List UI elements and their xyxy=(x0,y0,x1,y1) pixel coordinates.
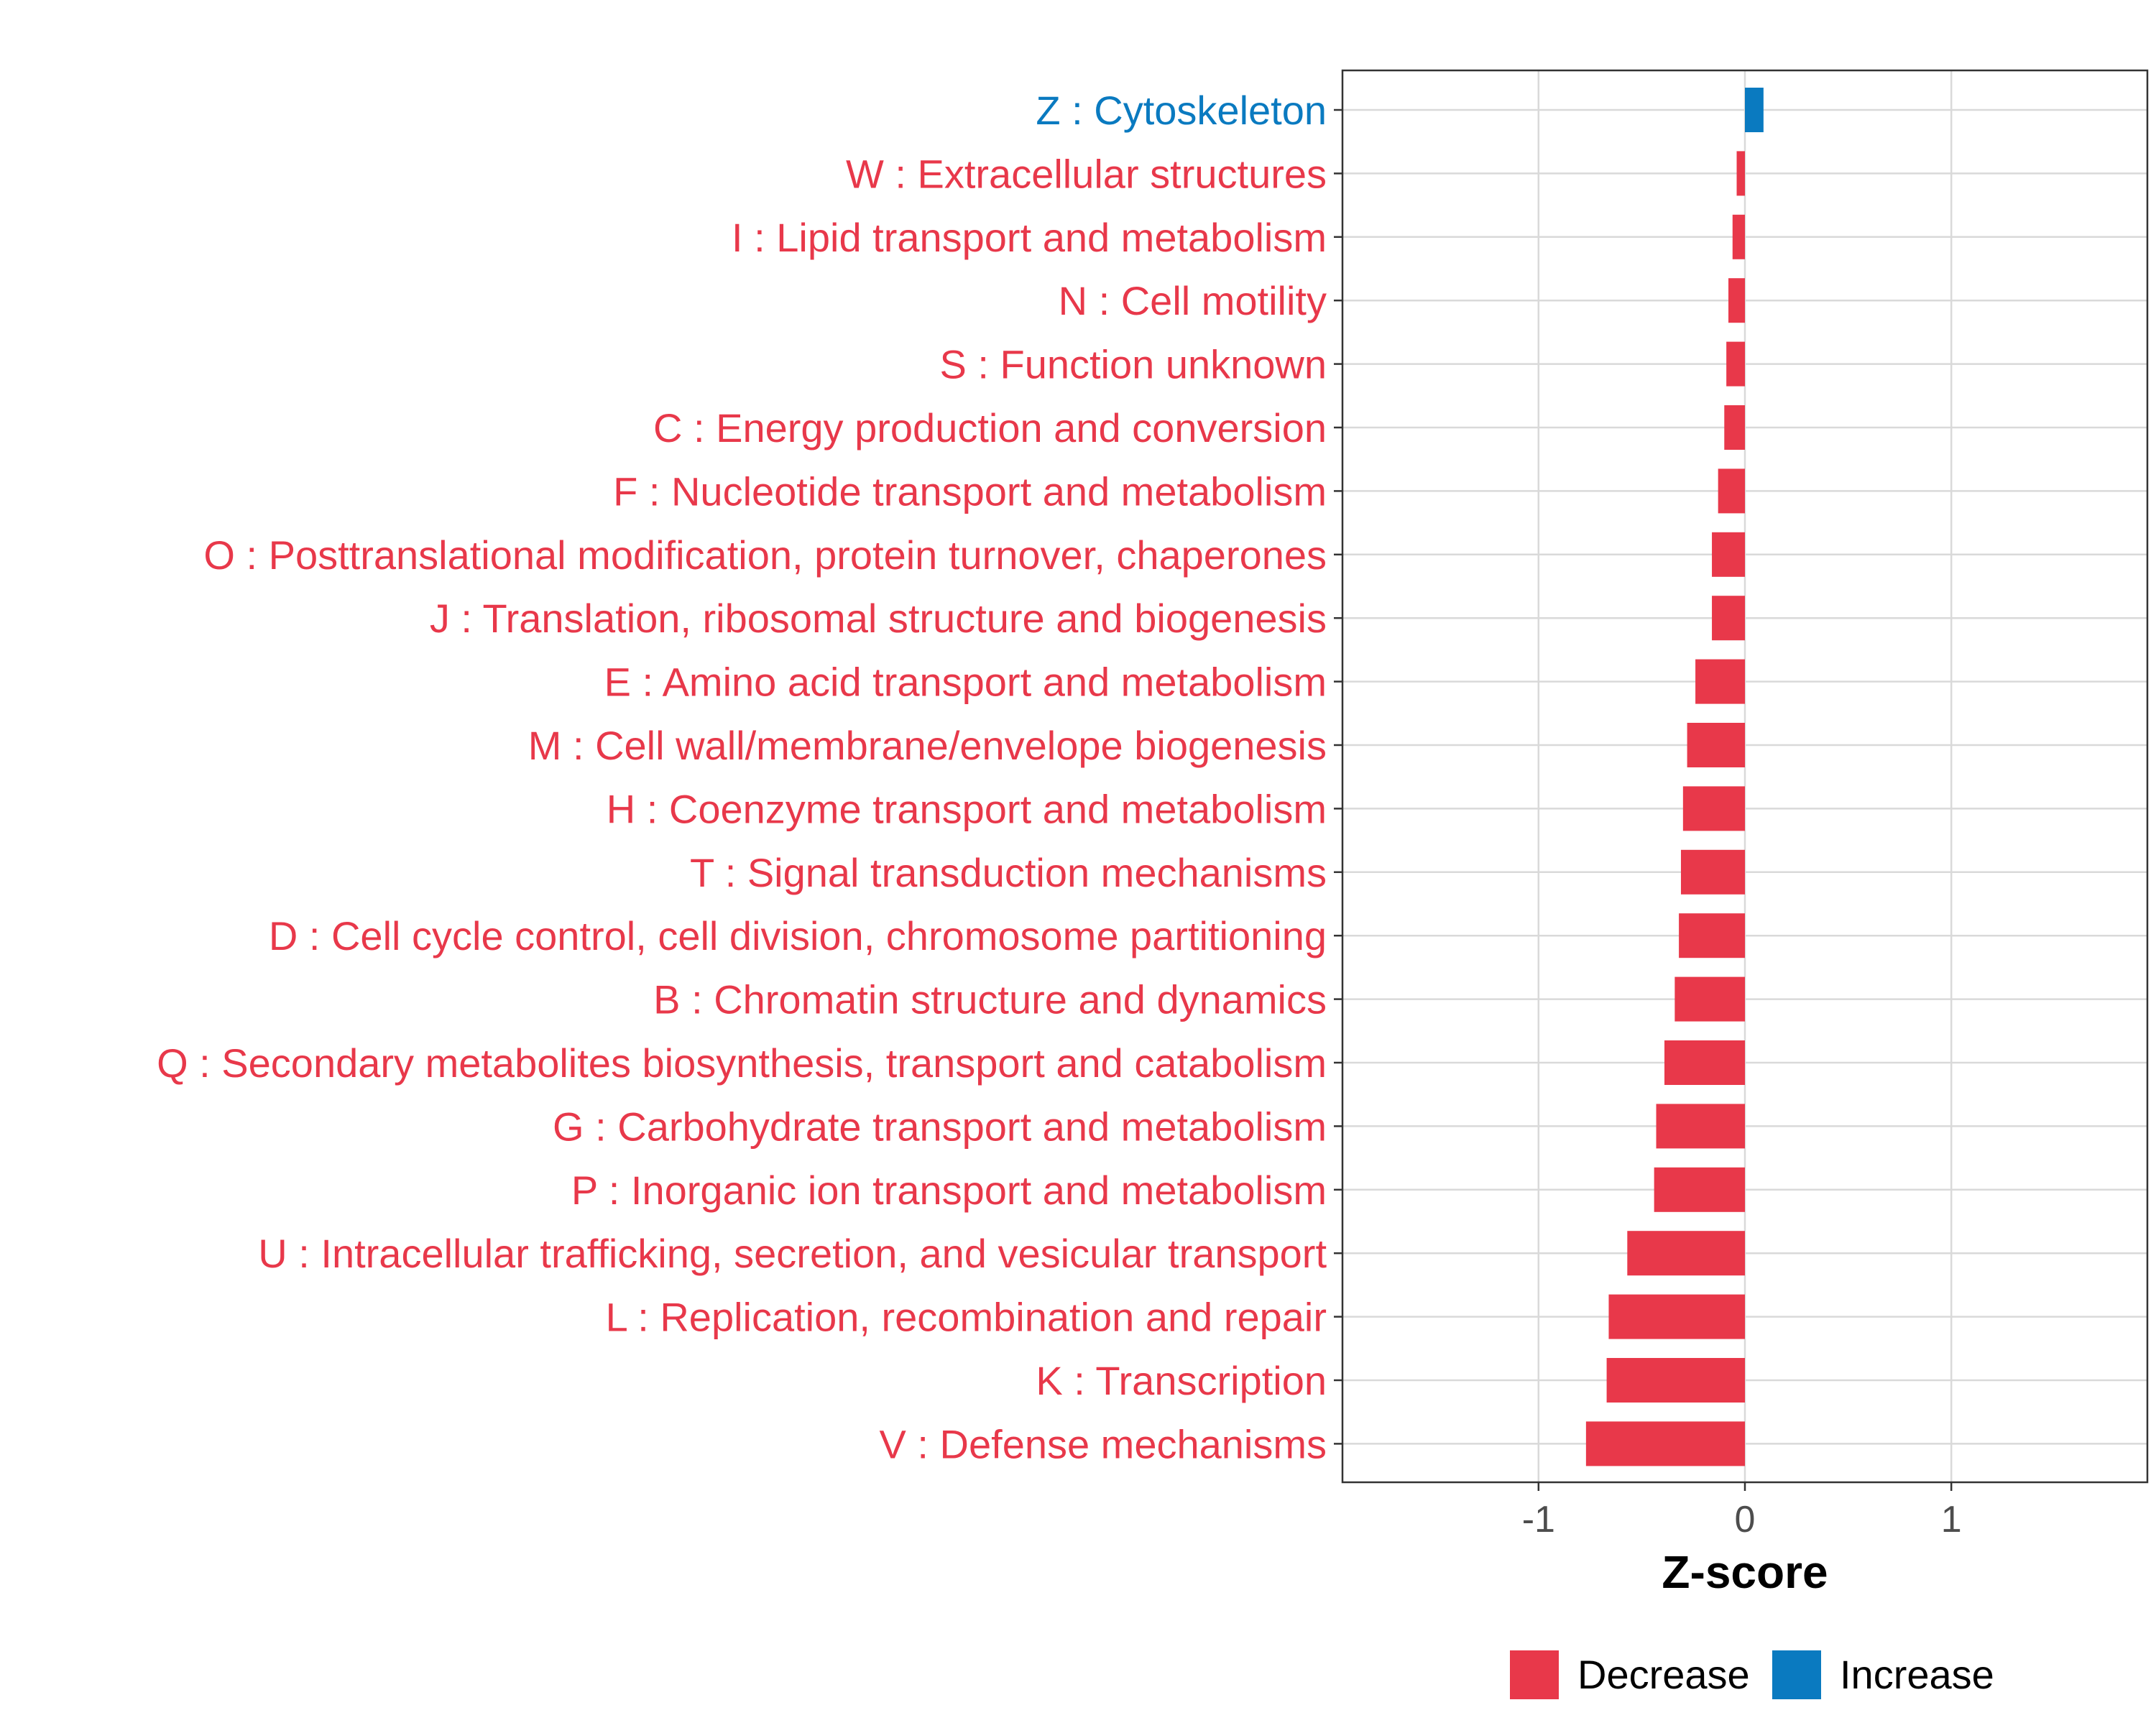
y-axis: Z : Cytoskeleton W : Extracellular struct… xyxy=(157,88,1342,1466)
bar xyxy=(1679,913,1745,958)
y-tick-label: J : Translation, ribosomal structure and… xyxy=(430,596,1327,641)
bar xyxy=(1712,532,1745,577)
legend: Decrease Increase xyxy=(1510,1650,1994,1699)
y-tick-label: K : Transcription xyxy=(1036,1358,1327,1403)
y-tick-label: U : Intracellular trafficking, secretion… xyxy=(258,1231,1327,1276)
y-tick-label: C : Energy production and conversion xyxy=(653,405,1327,451)
y-tick-label: Z : Cytoskeleton xyxy=(1036,88,1327,133)
bar xyxy=(1736,151,1745,196)
y-tick-label: O : Posttranslational modification, prot… xyxy=(203,532,1327,578)
y-tick-label: M : Cell wall/membrane/envelope biogenes… xyxy=(528,723,1327,768)
bar xyxy=(1606,1358,1745,1403)
bar xyxy=(1682,786,1745,831)
bar xyxy=(1585,1421,1745,1466)
bar xyxy=(1674,976,1745,1022)
y-tick-label: G : Carbohydrate transport and metabolis… xyxy=(553,1104,1327,1149)
y-tick-label: L : Replication, recombination and repai… xyxy=(606,1295,1327,1340)
y-tick-label: N : Cell motility xyxy=(1059,278,1327,323)
legend-label-decrease: Decrease xyxy=(1577,1652,1750,1697)
y-tick-label: P : Inorganic ion transport and metaboli… xyxy=(571,1168,1327,1213)
y-tick-label: S : Function unknown xyxy=(939,342,1327,387)
x-axis-title: Z-score xyxy=(1662,1546,1828,1598)
y-tick-label: B : Chromatin structure and dynamics xyxy=(653,977,1327,1022)
bar xyxy=(1724,405,1745,450)
y-tick-label: F : Nucleotide transport and metabolism xyxy=(613,468,1327,514)
x-tick-label: -1 xyxy=(1522,1499,1555,1540)
bar xyxy=(1745,88,1764,132)
x-tick-label: 0 xyxy=(1735,1499,1756,1540)
bar xyxy=(1608,1294,1745,1339)
bar xyxy=(1718,468,1745,514)
y-tick-label: E : Amino acid transport and metabolism xyxy=(604,660,1327,705)
bar xyxy=(1712,596,1745,641)
bar-layer xyxy=(1585,88,1764,1466)
legend-key-increase xyxy=(1772,1650,1821,1699)
x-tick-label: 1 xyxy=(1941,1499,1962,1540)
bar xyxy=(1687,723,1745,767)
legend-key-decrease xyxy=(1510,1650,1559,1699)
x-axis: -1 0 1 xyxy=(1522,1482,1962,1540)
y-tick-label: V : Defense mechanisms xyxy=(880,1421,1327,1466)
y-tick-label: D : Cell cycle control, cell division, c… xyxy=(269,913,1327,958)
bar xyxy=(1695,659,1745,704)
legend-label-increase: Increase xyxy=(1840,1652,1994,1697)
y-tick-label: I : Lipid transport and metabolism xyxy=(732,215,1327,260)
bar xyxy=(1728,278,1745,323)
bar xyxy=(1726,341,1745,387)
y-tick-label: H : Coenzyme transport and metabolism xyxy=(607,786,1327,831)
y-tick-label: W : Extracellular structures xyxy=(846,151,1327,196)
bar xyxy=(1654,1167,1745,1212)
bar xyxy=(1680,849,1745,895)
bar xyxy=(1664,1040,1745,1085)
bar xyxy=(1627,1231,1745,1276)
y-tick-label: T : Signal transduction mechanisms xyxy=(690,850,1327,895)
bar xyxy=(1656,1104,1745,1149)
y-tick-label: Q : Secondary metabolites biosynthesis, … xyxy=(157,1040,1327,1086)
bar xyxy=(1732,214,1745,259)
